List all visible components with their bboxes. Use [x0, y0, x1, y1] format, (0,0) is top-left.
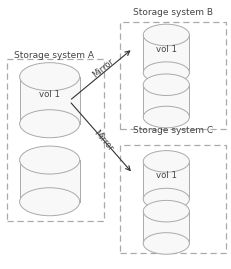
Polygon shape: [143, 161, 189, 199]
Text: Storage system B: Storage system B: [133, 8, 213, 17]
Polygon shape: [143, 85, 189, 117]
Ellipse shape: [143, 233, 189, 254]
Ellipse shape: [143, 151, 189, 172]
Polygon shape: [20, 77, 80, 124]
Ellipse shape: [20, 146, 80, 174]
Polygon shape: [20, 160, 80, 202]
Text: Storage system C: Storage system C: [133, 126, 213, 135]
Text: vol 1: vol 1: [156, 171, 177, 180]
Polygon shape: [143, 211, 189, 243]
Bar: [120, 22, 226, 129]
Text: Mirror: Mirror: [91, 129, 114, 154]
Text: vol 1: vol 1: [156, 45, 177, 54]
Ellipse shape: [143, 200, 189, 222]
Polygon shape: [143, 35, 189, 73]
Bar: [7, 59, 104, 221]
Ellipse shape: [143, 106, 189, 128]
Ellipse shape: [20, 110, 80, 138]
Ellipse shape: [143, 188, 189, 210]
Bar: [120, 145, 226, 253]
Text: Storage system A: Storage system A: [14, 51, 94, 60]
Text: Mirror: Mirror: [90, 57, 115, 80]
Ellipse shape: [143, 62, 189, 83]
Ellipse shape: [20, 188, 80, 216]
Ellipse shape: [143, 74, 189, 95]
Text: vol 1: vol 1: [39, 90, 60, 99]
Ellipse shape: [143, 24, 189, 46]
Ellipse shape: [20, 63, 80, 91]
